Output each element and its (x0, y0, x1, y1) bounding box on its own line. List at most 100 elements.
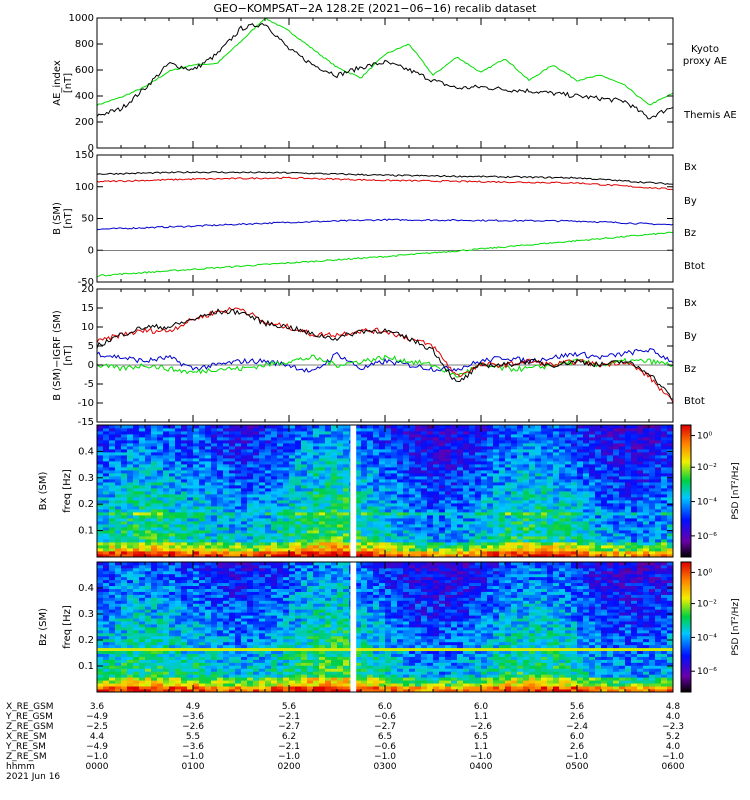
spectrogram-cell (583, 548, 590, 552)
spectrogram-cell (541, 428, 548, 432)
spectrogram-cell (325, 440, 332, 444)
y-tick-label: -15 (78, 417, 94, 428)
spectrogram-cell (559, 527, 566, 531)
spectrogram-cell (637, 530, 644, 534)
spectrogram-cell (205, 527, 212, 531)
spectrogram-cell (373, 536, 380, 540)
spectrogram-cell (277, 554, 284, 558)
spectrogram-cell (475, 425, 482, 429)
spectrogram-cell (157, 524, 164, 528)
spectrogram-cell (631, 452, 638, 456)
spectrogram-cell (391, 518, 398, 522)
spectrogram-cell (637, 548, 644, 552)
spectrogram-cell (271, 452, 278, 456)
spectrogram-cell (427, 452, 434, 456)
spectrogram-cell (103, 665, 110, 669)
spectrogram-cell (169, 488, 176, 492)
spectrogram-cell (211, 527, 218, 531)
spectrogram-cell (637, 500, 644, 504)
spectrogram-cell (517, 437, 524, 441)
spectrogram-cell (529, 539, 536, 543)
spectrogram-cell (469, 548, 476, 552)
spectrogram-cell (481, 506, 488, 510)
series-line-by (96, 354, 674, 379)
spectrogram-cell (139, 518, 146, 522)
spectrogram-cell (661, 440, 668, 444)
spectrogram-cell (481, 461, 488, 465)
spectrogram-cell (133, 635, 140, 640)
spectrogram-cell (97, 506, 104, 510)
spectrogram-cell (139, 600, 146, 604)
spectrogram-cell (547, 470, 554, 474)
spectrogram-cell (439, 461, 446, 465)
spectrogram-cell (445, 446, 452, 450)
spectrogram-cell (385, 509, 392, 513)
spectrogram-cell (391, 434, 398, 438)
spectrogram-cell (517, 458, 524, 462)
spectrogram-cell (157, 428, 164, 432)
spectrogram-cell (631, 536, 638, 540)
spectrogram-cell (505, 488, 512, 492)
spectrogram-cell (481, 455, 488, 459)
spectrogram-cell (469, 542, 476, 546)
spectrogram-cell (367, 497, 374, 501)
spectrogram-cell (199, 551, 206, 555)
spectrogram-cell (97, 641, 104, 646)
spectrogram-cell (595, 491, 602, 495)
spectrogram-cell (385, 437, 392, 441)
spectrogram-cell (541, 476, 548, 480)
spectrogram-cell (127, 638, 134, 643)
spectrogram-cell (205, 440, 212, 444)
spectrogram-cell (355, 536, 362, 540)
spectrogram-cell (361, 476, 368, 480)
spectrogram-cell (379, 473, 386, 477)
spectrogram-cell (649, 488, 656, 492)
spectrogram-cell (631, 461, 638, 465)
spectrogram-cell (661, 467, 668, 471)
spectrogram-cell (499, 542, 506, 546)
spectrogram-cell (667, 449, 674, 453)
spectrogram-cell (343, 548, 350, 552)
spectrogram-cell (397, 476, 404, 480)
spectrogram-cell (571, 533, 578, 537)
spectrogram-cell (361, 470, 368, 474)
spectrogram-cell (421, 434, 428, 438)
spectrogram-cell (451, 551, 458, 555)
spectrogram-cell (337, 506, 344, 510)
spectrogram-cell (415, 542, 422, 546)
spectrogram-cell (511, 443, 518, 447)
spectrogram-cell (301, 443, 308, 447)
spectrogram-cell (607, 533, 614, 537)
spectrogram-cell (661, 503, 668, 507)
spectrogram-cell (283, 428, 290, 432)
spectrogram-cell (109, 677, 116, 681)
spectrogram-cell (379, 488, 386, 492)
spectrogram-cell (523, 533, 530, 537)
spectrogram-cell (115, 686, 122, 690)
spectrogram-cell (181, 449, 188, 453)
spectrogram-cell (499, 503, 506, 507)
spectrogram-cell (565, 440, 572, 444)
spectrogram-cell (475, 458, 482, 462)
spectrogram-cell (133, 671, 140, 675)
spectrogram-cell (133, 570, 140, 575)
spectrogram-cell (271, 467, 278, 471)
spectrogram-cell (139, 425, 146, 429)
spectrogram-cell (223, 443, 230, 447)
series-line-themis-ae (96, 22, 674, 120)
spectrogram-cell (355, 554, 362, 558)
spectrogram-cell (403, 518, 410, 522)
spectrogram-cell (577, 431, 584, 435)
spectrogram-cell (247, 428, 254, 432)
spectrogram-cell (223, 449, 230, 453)
spectrogram-cell (553, 536, 560, 540)
spectrogram-cell (271, 527, 278, 531)
spectrogram-cell (247, 497, 254, 501)
spectrogram-cell (571, 542, 578, 546)
spectrogram-cell (403, 524, 410, 528)
spectrogram-cell (343, 446, 350, 450)
spectrogram-cell (157, 443, 164, 447)
spectrogram-cell (247, 473, 254, 477)
spectrogram-cell (115, 653, 122, 657)
spectrogram-cell (583, 473, 590, 477)
